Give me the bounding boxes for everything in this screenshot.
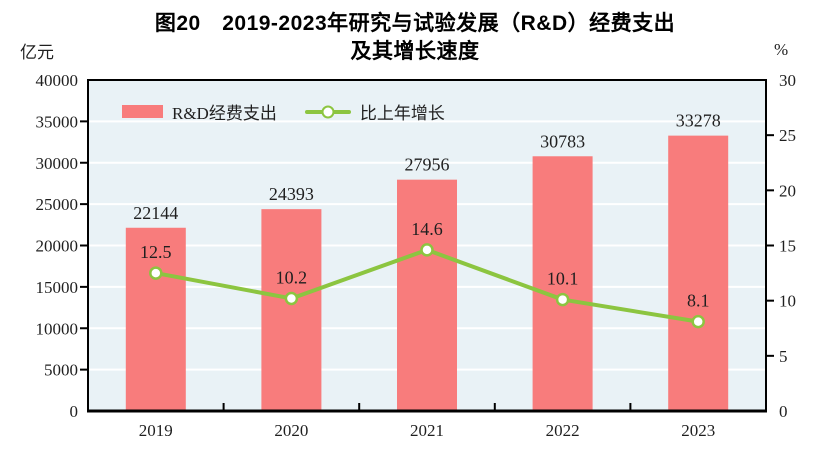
chart-title-line1: 图20 2019-2023年研究与试验发展（R&D）经费支出 xyxy=(154,12,676,35)
right-axis-tick-label: 30 xyxy=(779,71,796,90)
left-axis-tick-label: 5000 xyxy=(44,361,78,380)
bar-series-swatch xyxy=(122,105,163,118)
line-marker xyxy=(555,292,570,307)
line-marker xyxy=(420,243,434,257)
legend-line-label: 比上年增长 xyxy=(359,104,445,123)
bar xyxy=(261,209,322,411)
line-marker xyxy=(691,314,705,329)
left-axis-tick-label: 35000 xyxy=(36,112,79,131)
bar-value-label: 27956 xyxy=(405,155,450,175)
rate-value-label: 8.1 xyxy=(687,291,710,311)
x-axis-label: 2021 xyxy=(410,421,444,440)
left-axis-tick-label: 40000 xyxy=(36,71,79,90)
left-axis-tick-label: 20000 xyxy=(36,237,79,256)
bar-value-label: 22144 xyxy=(133,203,178,223)
right-axis-tick-label: 25 xyxy=(779,126,796,145)
bar-value-label: 30783 xyxy=(540,131,585,151)
left-axis-tick-label: 0 xyxy=(70,402,79,421)
right-axis-tick-label: 5 xyxy=(779,347,788,366)
bar xyxy=(668,135,729,411)
rate-value-label: 10.1 xyxy=(547,269,579,289)
right-axis-tick-label: 15 xyxy=(779,237,796,256)
x-axis-label: 2022 xyxy=(546,421,580,440)
legend: R&D经费支出 比上年增长 xyxy=(122,99,445,124)
left-axis-tick-label: 30000 xyxy=(36,154,79,173)
left-axis-tick-label: 15000 xyxy=(36,278,79,297)
legend-bar-label: R&D经费支出 xyxy=(172,104,277,123)
legend-marker-icon xyxy=(321,105,335,118)
x-axis-label: 2020 xyxy=(274,421,308,440)
bar xyxy=(397,179,457,411)
bar xyxy=(125,227,186,411)
right-axis-tick-label: 20 xyxy=(779,181,796,200)
right-axis-unit-label: % xyxy=(774,40,789,59)
left-axis-unit-label: 亿元 xyxy=(20,43,54,62)
rate-value-label: 14.6 xyxy=(411,219,443,239)
rate-value-label: 12.5 xyxy=(140,242,172,262)
chart-title-line2: 及其增长速度 xyxy=(350,40,480,63)
x-axis-label: 2019 xyxy=(139,421,173,440)
bar-value-label: 24393 xyxy=(269,184,314,204)
bar xyxy=(532,156,593,411)
line-marker xyxy=(149,266,163,280)
line-series-swatch xyxy=(304,104,351,119)
legend-item-bar: R&D经费支出 xyxy=(122,99,277,124)
right-axis-tick-label: 0 xyxy=(779,402,788,421)
legend-item-line: 比上年增长 xyxy=(304,99,445,124)
left-axis-tick-label: 10000 xyxy=(36,319,79,338)
right-axis-tick-label: 10 xyxy=(779,292,796,311)
x-axis-label: 2023 xyxy=(681,421,715,440)
left-axis-tick-label: 25000 xyxy=(36,195,79,214)
rate-value-label: 10.2 xyxy=(276,267,308,287)
bar-value-label: 33278 xyxy=(676,111,721,131)
line-marker xyxy=(284,291,299,306)
